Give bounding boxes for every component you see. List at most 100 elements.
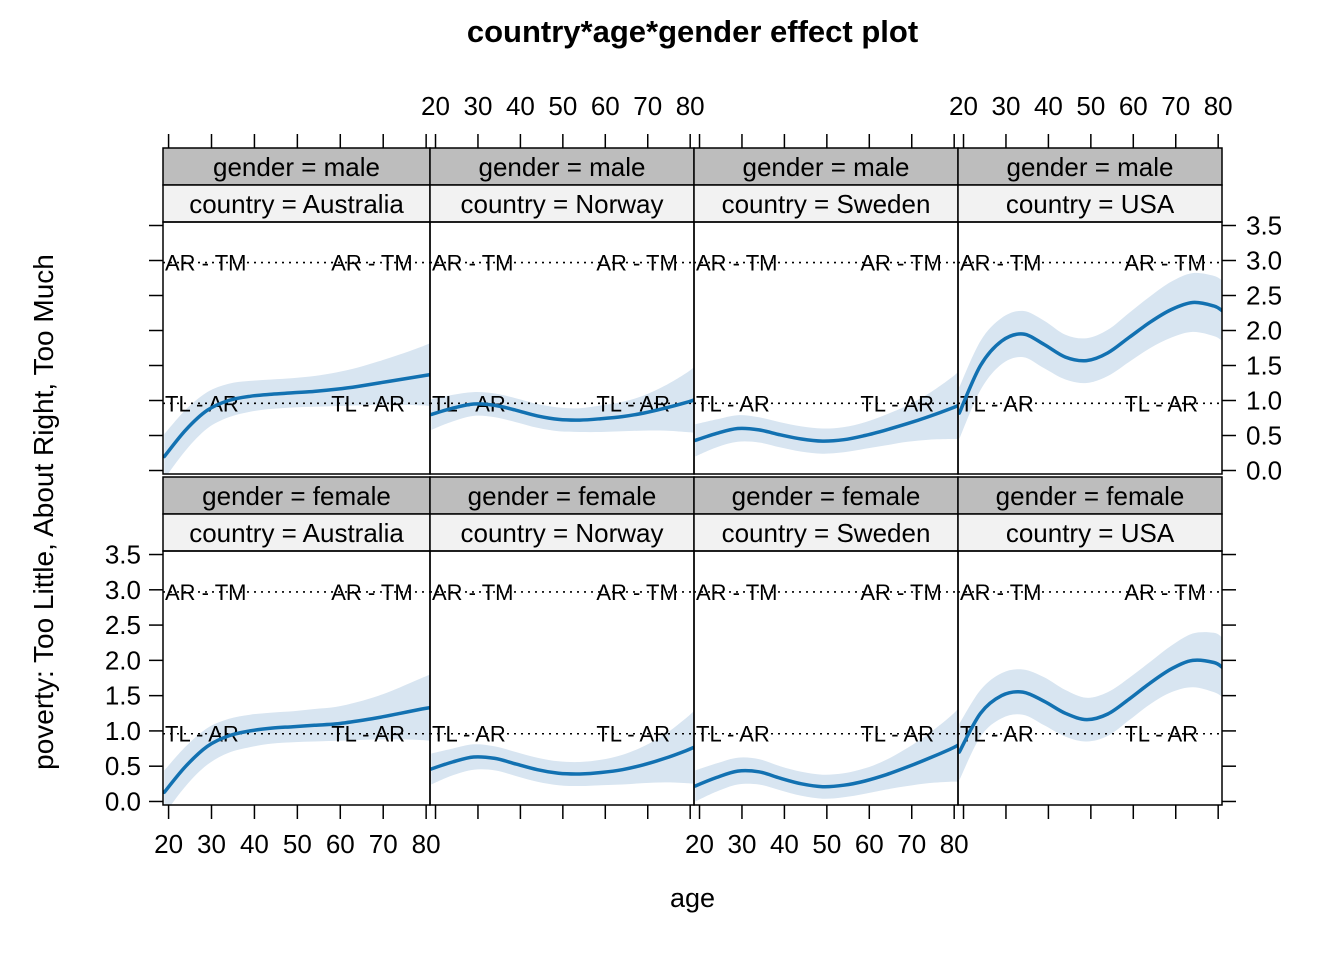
threshold-label: TL - AR [331,391,405,416]
y-tick-label: 3.5 [1246,211,1282,241]
panel-border [957,550,1223,806]
strip-country-label: country = USA [1006,189,1175,219]
strip-gender-label: gender = female [468,481,657,511]
threshold-label: AR - TM [696,251,777,276]
panel-border [957,221,1223,475]
x-tick-label: 30 [728,829,757,859]
strip-country-label: country = Sweden [722,518,931,548]
confidence-band [164,674,430,805]
strip-gender-label: gender = male [743,152,910,182]
fit-line [694,743,958,789]
strip-gender-label: gender = male [1007,152,1174,182]
threshold-label: AR - TM [1124,251,1205,276]
fit-line [694,403,958,443]
strip-gender-label: gender = male [479,152,646,182]
panel-female-Sweden: gender = female country = Sweden TL - AR TL… [693,476,959,806]
x-tick-label: 20 [949,91,978,121]
y-tick-label: 2.0 [1246,316,1282,346]
x-tick-label: 20 [154,829,183,859]
x-tick-label: 80 [1204,91,1233,121]
threshold-label: AR - TM [596,580,677,605]
threshold-label: TL - AR [596,722,670,747]
fit-line [958,300,1222,415]
x-tick-label: 50 [548,91,577,121]
threshold-label: TL - AR [1124,722,1198,747]
threshold-label: TL - AR [860,722,934,747]
strip-country [429,513,695,552]
strip-gender [429,476,695,515]
x-tick-label: 50 [283,829,312,859]
y-tick-label: 1.0 [1246,386,1282,416]
fit-line [430,398,694,422]
y-tick-label: 2.5 [1246,281,1282,311]
strip-gender [957,147,1223,186]
strip-country-label: country = Sweden [722,189,931,219]
y-tick-label: 3.5 [105,540,141,570]
strip-country-label: country = Norway [460,518,663,548]
threshold-label: TL - AR [860,391,934,416]
confidence-band [695,708,958,802]
threshold-label: AR - TM [960,251,1041,276]
fit-line [163,705,430,795]
y-tick-label: 2.0 [105,645,141,675]
x-tick-label: 20 [685,829,714,859]
strip-country-label: country = USA [1006,518,1175,548]
y-tick-label: 3.0 [1246,246,1282,276]
strip-gender [693,476,959,515]
strip-country [957,184,1223,223]
threshold-label: AR - TM [331,580,412,605]
y-tick-label: 1.5 [105,681,141,711]
chart-title: country*age*gender effect plot [466,14,919,49]
x-tick-label: 40 [770,829,799,859]
y-tick-label: 2.5 [105,610,141,640]
fit-line [958,658,1222,754]
threshold-label: AR - TM [165,580,246,605]
strip-gender-label: gender = male [213,152,380,182]
confidence-band [959,632,1222,781]
x-tick-label: 60 [591,91,620,121]
x-tick-label: 50 [1076,91,1105,121]
x-tick-label: 20 [421,91,450,121]
y-tick-label: 0.0 [1246,456,1282,486]
threshold-label: TL - AR [165,722,239,747]
threshold-label: TL - AR [432,722,506,747]
x-tick-label: 30 [992,91,1021,121]
strip-country-label: country = Australia [189,189,404,219]
threshold-label: TL - AR [331,722,405,747]
threshold-label: AR - TM [860,580,941,605]
x-tick-label: 40 [240,829,269,859]
strip-country-label: country = Norway [460,189,663,219]
strip-gender [957,476,1223,515]
threshold-label: AR - TM [165,251,246,276]
confidence-band [164,343,430,474]
threshold-label: TL - AR [696,391,770,416]
x-tick-label: 30 [197,829,226,859]
x-tick-label: 40 [506,91,535,121]
fit-line [163,372,430,459]
fit-line [430,745,694,776]
threshold-label: TL - AR [596,391,670,416]
strip-country [957,513,1223,552]
x-tick-label: 80 [676,91,705,121]
threshold-label: AR - TM [1124,580,1205,605]
x-tick-label: 80 [412,829,441,859]
threshold-label: AR - TM [696,580,777,605]
panel-male-USA: gender = male country = USA TL - AR TL - AR… [957,147,1223,475]
panel-female-Australia: gender = female country = Australia TL - A… [162,476,431,806]
y-tick-label: 1.0 [105,716,141,746]
threshold-label: AR - TM [432,251,513,276]
x-tick-label: 60 [1119,91,1148,121]
x-tick-label: 30 [464,91,493,121]
threshold-label: AR - TM [596,251,677,276]
y-tick-label: 1.5 [1246,351,1282,381]
confidence-band [959,272,1222,439]
x-tick-label: 60 [855,829,884,859]
panel-female-Norway: gender = female country = Norway TL - AR TL… [429,476,695,806]
threshold-label: TL - AR [960,391,1034,416]
x-tick-label: 70 [633,91,662,121]
